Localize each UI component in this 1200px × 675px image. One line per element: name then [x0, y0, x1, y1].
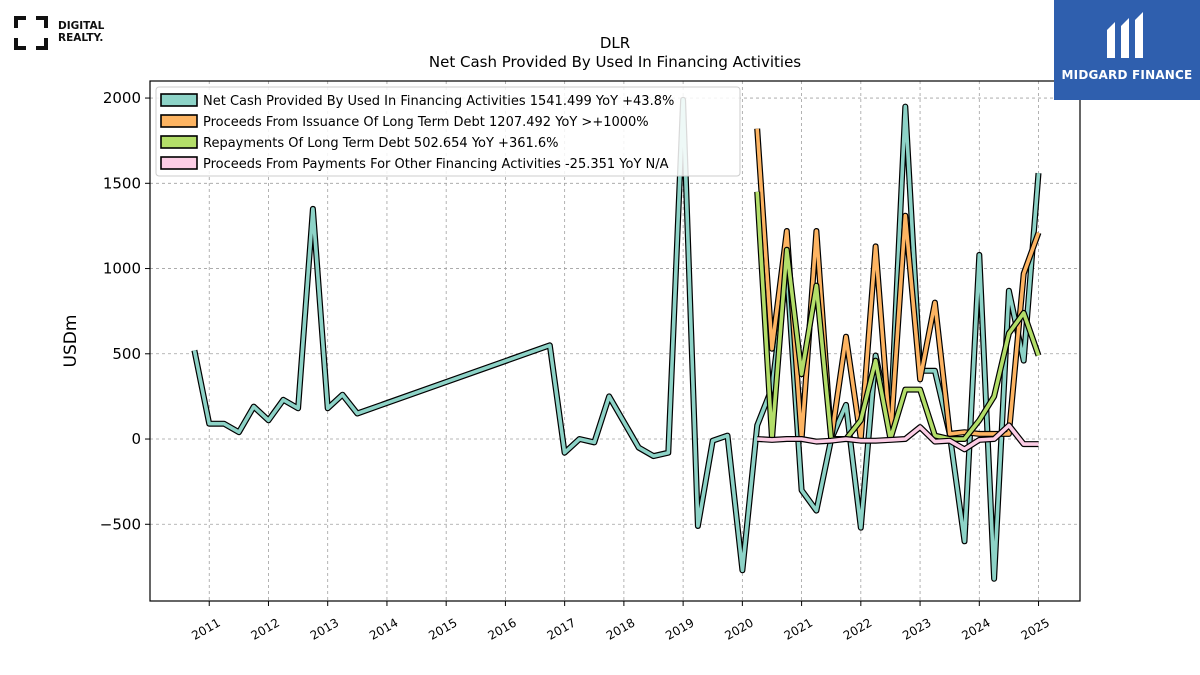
- x-tick-label: 2019: [663, 615, 696, 642]
- x-tick-label: 2015: [426, 615, 459, 642]
- x-tick-label: 2025: [1019, 615, 1052, 642]
- series-lines: [191, 96, 1042, 582]
- legend-label-3: Proceeds From Payments For Other Financi…: [203, 157, 669, 172]
- x-tick-label: 2017: [545, 615, 578, 642]
- y-axis: −500 0 500 1000 1500 2000: [100, 89, 150, 533]
- chart-subtitle: Net Cash Provided By Used In Financing A…: [429, 53, 801, 71]
- x-tick-label: 2014: [367, 615, 400, 642]
- x-tick-label: 2012: [249, 615, 282, 642]
- midgard-finance-icon: [1107, 12, 1143, 58]
- legend-swatch-2: [160, 135, 198, 149]
- x-tick-label: 2020: [722, 615, 755, 642]
- midgard-finance-logo: MIDGARD FINANCE: [1054, 0, 1200, 100]
- legend-swatch-1: [160, 114, 198, 128]
- y-tick-label: 1000: [103, 260, 141, 278]
- brand-left-line1: DIGITAL: [58, 20, 105, 32]
- brand-right-text: MIDGARD FINANCE: [1061, 68, 1193, 82]
- digital-realty-logo: DIGITAL REALTY.: [14, 14, 124, 54]
- y-tick-label: 500: [112, 345, 141, 363]
- chart-title: DLR: [600, 34, 630, 52]
- legend-label-1: Proceeds From Issuance Of Long Term Debt…: [203, 115, 649, 130]
- y-tick-label: 1500: [103, 174, 141, 192]
- legend-label-2: Repayments Of Long Term Debt 502.654 YoY…: [203, 136, 559, 151]
- x-tick-label: 2021: [782, 615, 815, 642]
- legend-label-0: Net Cash Provided By Used In Financing A…: [203, 94, 674, 109]
- legend-box: [155, 86, 741, 177]
- series-line-0: [192, 98, 1041, 581]
- x-tick-label: 2018: [604, 615, 637, 642]
- series-line-1: [755, 128, 1041, 441]
- legend-swatch-3: [160, 156, 198, 170]
- x-tick-label: 2023: [900, 615, 933, 642]
- x-tick-label: 2013: [308, 615, 341, 642]
- digital-realty-bracket-icon: [14, 16, 48, 50]
- x-tick-label: 2011: [189, 615, 222, 642]
- plot-frame: [149, 80, 1081, 602]
- y-axis-label: USDm: [61, 315, 81, 368]
- x-axis: 2011 2012 2013 2014 2015 2016 2017 2018 2019 2020…: [189, 601, 1052, 643]
- brand-left-line2: REALTY.: [58, 32, 104, 44]
- y-tick-label: 2000: [103, 89, 141, 107]
- x-tick-label: 2024: [959, 615, 992, 642]
- series-line-3: [757, 423, 1039, 452]
- x-tick-label: 2022: [841, 615, 874, 642]
- legend-swatch-0: [160, 93, 198, 107]
- y-tick-label: −500: [100, 515, 141, 533]
- series-line-2: [755, 191, 1041, 441]
- legend: Net Cash Provided By Used In Financing A…: [155, 86, 741, 177]
- x-tick-label: 2016: [485, 615, 518, 642]
- y-tick-label: 0: [131, 430, 141, 448]
